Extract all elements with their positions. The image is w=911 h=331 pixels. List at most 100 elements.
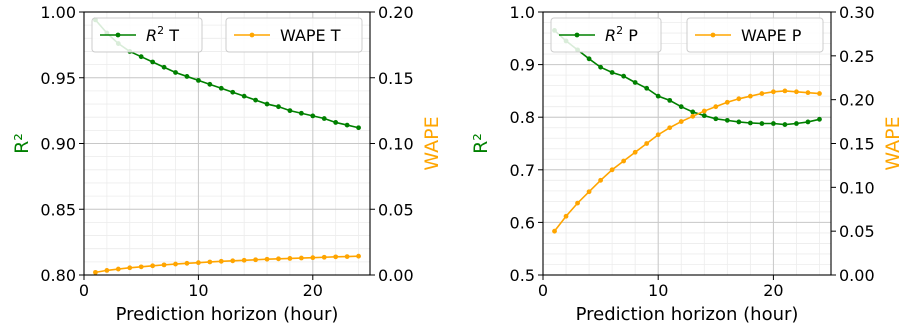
chart0-data-point: [138, 54, 144, 60]
chart0-y-left-tick-label: 1.00: [40, 3, 76, 22]
chart1-data-point: [655, 93, 661, 99]
chart1-y-left-tick-label: 0.6: [510, 213, 535, 232]
chart0-legend-label: R2 T: [146, 24, 179, 45]
chart0-data-point: [344, 122, 350, 128]
chart0-data-point: [264, 256, 270, 262]
chart1-series-wape: [552, 88, 822, 234]
chart1-data-point: [690, 109, 696, 115]
chart1-data-point: [759, 91, 765, 96]
chart1-y-left-tick-label: 0.9: [510, 56, 535, 75]
chart1-x-tick-label: 20: [763, 281, 783, 300]
chart1-data-point: [575, 200, 580, 206]
chart0-data-point: [344, 254, 350, 259]
chart1-series-line: [553, 90, 820, 232]
chart1-data-point: [771, 89, 776, 95]
chart0-y-right-tick-label: 0.15: [378, 69, 414, 88]
chart0-data-point: [138, 264, 144, 270]
chart0-data-point: [161, 262, 167, 268]
chart1-data-point: [609, 70, 615, 75]
chart1-data-point: [713, 116, 719, 122]
chart1-data-point: [817, 116, 822, 122]
chart0-data-point: [173, 261, 178, 267]
chart0-legend-marker: [115, 32, 121, 38]
chart1-data-point: [598, 64, 603, 70]
chart1-legend-label: R2 P: [605, 24, 638, 45]
chart1-data-point: [644, 85, 650, 91]
chart0-legend-marker: [249, 32, 255, 38]
chart0-data-point: [241, 257, 247, 263]
chart1-data-point: [667, 97, 673, 103]
chart0-data-point: [207, 259, 213, 265]
chart1-y-left-tick-label: 1.0: [510, 3, 535, 22]
chart0-y-right-axis-label: WAPE: [421, 116, 443, 170]
chart0-y-right-tick-label: 0.05: [378, 200, 414, 219]
chart0-legend-box: [91, 17, 203, 53]
chart1-data-point: [817, 91, 822, 96]
chart0-series-line: [95, 255, 359, 274]
chart0-x-tick-label: 10: [188, 281, 208, 300]
chart1-legend-marker: [710, 32, 716, 38]
chart-panel-precipitation: 0 10 20 0.5 0.6 0.7 0.8 0.9 1.0 0.00 0.05 0.10 0.15 0…: [470, 3, 904, 325]
chart1-data-point: [678, 119, 684, 124]
chart0-y-left-axis-label: R²: [11, 133, 33, 154]
chart1-y-left-tick-label: 0.5: [510, 266, 535, 285]
chart1-data-point: [586, 189, 592, 195]
chart0-x-tick-label: 0: [79, 281, 89, 300]
chart0-data-point: [264, 101, 270, 107]
chart1-data-point: [724, 99, 730, 105]
chart0-data-point: [173, 70, 178, 75]
chart1-data-point: [678, 104, 684, 110]
chart0-data-point: [333, 120, 339, 125]
chart0-data-point: [230, 258, 236, 264]
chart1-data-point: [609, 167, 615, 173]
chart1-y-right-tick-label: 0.05: [839, 222, 875, 241]
chart0-data-point: [241, 93, 247, 99]
chart0-data-point: [207, 81, 213, 87]
chart0-data-point: [104, 267, 110, 273]
chart0-data-point: [161, 64, 167, 70]
chart1-legend-marker: [574, 32, 580, 38]
chart1-legend-r2: R2 P: [550, 17, 662, 53]
chart0-data-point: [230, 89, 236, 95]
chart0-y-right-tick-label: 0.10: [378, 135, 414, 154]
chart0-legend-label: WAPE T: [280, 26, 341, 45]
chart1-data-point: [701, 113, 707, 119]
chart1-data-point: [771, 121, 776, 126]
chart1-y-right-axis-label: WAPE: [882, 116, 904, 170]
chart0-data-point: [115, 266, 121, 272]
chart1-data-point: [621, 73, 627, 79]
chart-panel-temperature: 0 10 20 0.80 0.85 0.90 0.95 1.00 0.00 0.05 0.10 0.1…: [11, 3, 443, 325]
chart1-y-right-tick-label: 0.10: [839, 178, 875, 197]
chart1-data-point: [644, 141, 650, 146]
chart1-y-left-axis-label: R²: [470, 133, 492, 154]
chart1-data-point: [794, 121, 799, 126]
chart1-y-right-tick-label: 0.25: [839, 47, 875, 66]
chart1-data-point: [621, 158, 627, 164]
chart0-y-left-tick-label: 0.95: [40, 69, 76, 88]
chart1-y-right-tick-label: 0.00: [839, 266, 875, 285]
chart1-data-point: [563, 213, 569, 219]
chart0-data-point: [276, 256, 281, 262]
chart0-data-point: [150, 263, 156, 269]
chart0-y-left-tick-label: 0.85: [40, 200, 76, 219]
chart0-y-left-tick-label: 0.80: [40, 266, 76, 285]
chart0-data-point: [287, 256, 293, 261]
chart0-data-point: [196, 260, 201, 266]
chart1-x-axis-label: Prediction horizon (hour): [576, 304, 799, 325]
chart1-data-point: [805, 119, 811, 125]
chart0-y-left-tick-label: 0.90: [40, 135, 76, 154]
chart0-data-point: [287, 108, 293, 114]
chart1-data-point: [701, 108, 707, 114]
chart1-data-point: [747, 120, 753, 126]
chart1-data-point: [713, 104, 719, 110]
chart0-data-point: [127, 265, 133, 271]
chart1-data-point: [552, 228, 557, 234]
chart1-data-point: [782, 122, 788, 127]
chart1-data-point: [598, 177, 603, 183]
chart1-x-tick-label: 0: [538, 281, 548, 300]
chart0-data-point: [333, 254, 339, 260]
chart0-data-point: [196, 77, 201, 83]
chart1-data-point: [655, 132, 661, 138]
chart1-y-right-tick-label: 0.15: [839, 135, 875, 154]
